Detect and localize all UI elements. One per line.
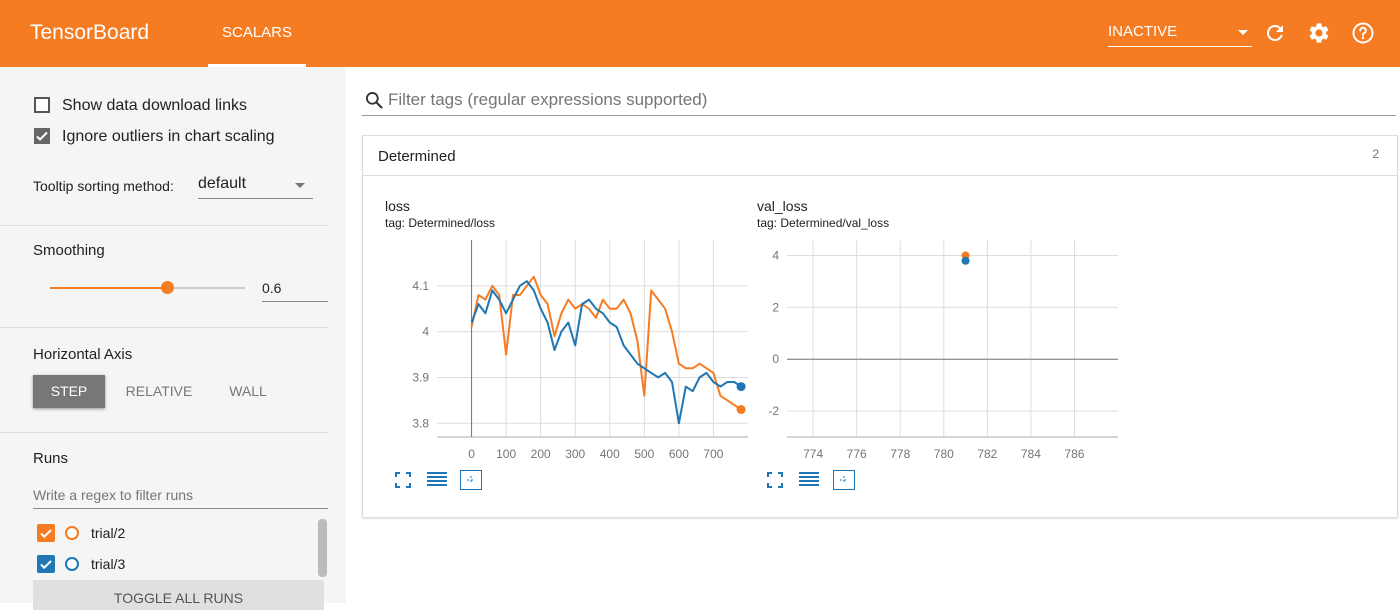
smoothing-value: 0.6	[262, 280, 282, 296]
smoothing-slider-fill	[50, 287, 167, 289]
chart-loss-tag: tag: Determined/loss	[385, 216, 496, 230]
chart-val-loss-tag: tag: Determined/val_loss	[757, 216, 890, 230]
check-icon	[36, 131, 48, 141]
expand-icon[interactable]	[393, 470, 415, 490]
tag-filter-input[interactable]: Filter tags (regular expressions support…	[362, 86, 1396, 116]
chevron-down-icon	[295, 183, 305, 188]
runs-filter-input[interactable]: Write a regex to filter runs	[33, 482, 328, 509]
axis-step-button[interactable]: STEP	[33, 375, 105, 408]
toggle-log-scale-icon[interactable]	[426, 470, 448, 490]
run-trial-2-label: trial/2	[91, 525, 126, 541]
sidebar: Show data download links Ignore outliers…	[0, 67, 346, 610]
section-divider	[0, 432, 328, 433]
tag-group-header[interactable]: Determined 2	[363, 136, 1397, 176]
smoothing-input[interactable]: 0.6	[262, 274, 328, 302]
tag-group-title: Determined	[378, 148, 456, 165]
tab-scalars[interactable]: SCALARS	[221, 24, 293, 41]
chart-val-loss-title: val_loss	[757, 198, 808, 214]
runs-scrollbar[interactable]	[318, 519, 327, 577]
tag-group-card: Determined 2	[362, 135, 1398, 518]
smoothing-slider-handle[interactable]	[161, 281, 174, 294]
section-divider	[0, 225, 328, 226]
horizontal-axis-label: Horizontal Axis	[33, 346, 133, 363]
ignore-outliers-checkbox[interactable]	[34, 128, 50, 144]
toggle-log-scale-icon[interactable]	[798, 470, 820, 490]
run-state-select[interactable]: INACTIVE	[1108, 20, 1252, 47]
help-icon[interactable]	[1351, 21, 1375, 45]
refresh-icon[interactable]	[1263, 21, 1287, 45]
show-download-links-label: Show data download links	[62, 97, 248, 114]
run-state-value: INACTIVE	[1108, 23, 1178, 40]
runs-label: Runs	[33, 450, 69, 467]
top-app-bar: TensorBoard SCALARS INACTIVE	[0, 0, 1400, 67]
section-divider	[0, 327, 328, 328]
search-icon	[366, 92, 383, 109]
expand-icon[interactable]	[765, 470, 787, 490]
toggle-all-runs-button[interactable]: TOGGLE ALL RUNS	[33, 580, 324, 610]
tooltip-sorting-select[interactable]: default	[198, 172, 313, 199]
fit-domain-icon[interactable]	[833, 470, 855, 490]
ignore-outliers-label: Ignore outliers in chart scaling	[62, 128, 275, 145]
axis-wall-button[interactable]: WALL	[229, 383, 267, 399]
smoothing-label: Smoothing	[33, 242, 105, 259]
app-title: TensorBoard	[30, 21, 150, 44]
fit-domain-icon[interactable]	[460, 470, 482, 490]
run-trial-3-checkbox[interactable]	[37, 555, 55, 573]
settings-icon[interactable]	[1307, 21, 1331, 45]
axis-relative-button[interactable]: RELATIVE	[125, 383, 193, 399]
run-trial-3-color-swatch	[65, 557, 79, 571]
tag-group-count: 2	[1372, 147, 1379, 161]
check-icon	[40, 560, 52, 570]
active-tab-indicator	[208, 64, 306, 67]
chart-loss-title: loss	[385, 198, 410, 214]
tooltip-sorting-value: default	[198, 175, 247, 192]
run-trial-3-label: trial/3	[91, 556, 126, 572]
run-trial-2-color-swatch	[65, 526, 79, 540]
show-download-links-checkbox[interactable]	[34, 97, 50, 113]
tooltip-sorting-label: Tooltip sorting method:	[33, 178, 174, 194]
runs-filter-placeholder: Write a regex to filter runs	[33, 487, 194, 503]
tag-filter-placeholder: Filter tags (regular expressions support…	[388, 90, 708, 109]
run-trial-2-checkbox[interactable]	[37, 524, 55, 542]
check-icon	[40, 529, 52, 539]
chevron-down-icon	[1238, 30, 1248, 35]
